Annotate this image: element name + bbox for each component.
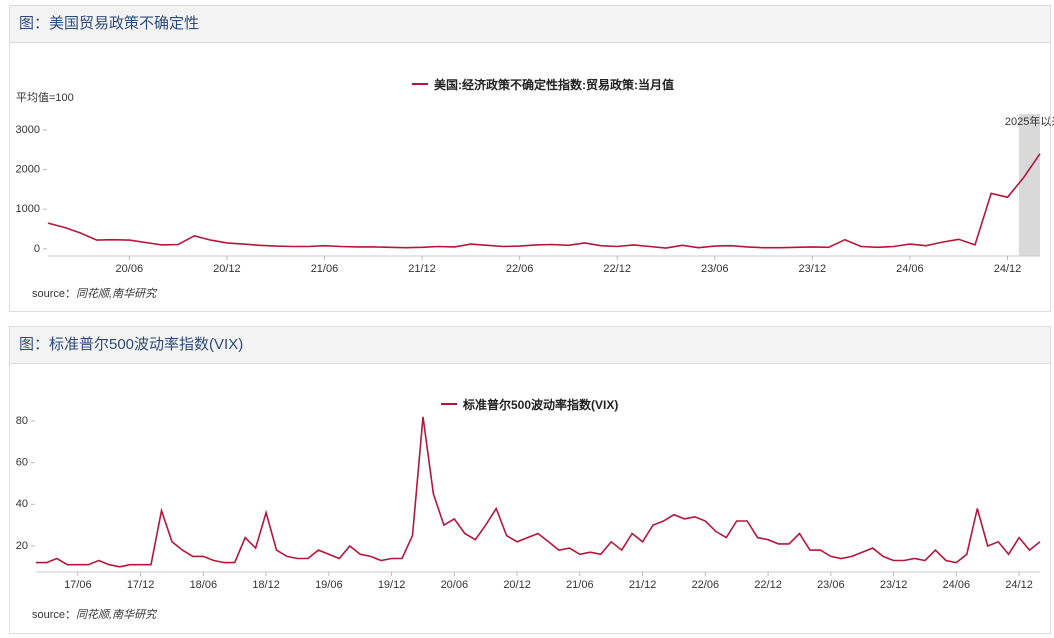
source-label: source： xyxy=(32,288,77,300)
x-tick-label: 24/06 xyxy=(896,263,924,275)
y-axis-label: 平均值=100 xyxy=(16,91,74,104)
x-tick-label: 22/06 xyxy=(692,579,720,591)
x-tick-label: 23/12 xyxy=(880,579,908,591)
source-label: source： xyxy=(32,609,77,621)
x-tick-label: 19/06 xyxy=(315,579,343,591)
y-tick-label: 40 xyxy=(16,498,28,510)
x-tick-label: 22/06 xyxy=(506,263,534,275)
y-tick-label: 2000 xyxy=(16,163,40,175)
source-text: 同花顺,南华研究 xyxy=(76,288,157,300)
panel-title: 图：标准普尔500波动率指数(VIX) xyxy=(10,327,1050,364)
x-tick-label: 17/06 xyxy=(64,579,92,591)
x-tick-label: 24/06 xyxy=(943,579,971,591)
y-tick-label: 60 xyxy=(16,457,28,469)
data-line xyxy=(36,416,1041,568)
legend-entry: 标准普尔500波动率指数(VIX) xyxy=(441,396,763,413)
y-tick-label: 3000 xyxy=(16,124,40,136)
panel-title: 图：美国贸易政策不确定性 xyxy=(10,6,1050,43)
x-tick-label: 18/12 xyxy=(252,579,280,591)
x-tick-label: 20/12 xyxy=(213,263,241,275)
x-tick-label: 23/06 xyxy=(817,579,845,591)
y-tick-label: 20 xyxy=(16,540,28,552)
x-tick-label: 20/06 xyxy=(441,579,469,591)
x-tick-label: 20/12 xyxy=(503,579,531,591)
x-tick-label: 18/06 xyxy=(190,579,218,591)
legend-label: 美国:经济政策不确定性指数:贸易政策:当月值 xyxy=(434,78,674,92)
x-tick-label: 21/06 xyxy=(311,263,339,275)
x-tick-label: 21/12 xyxy=(629,579,657,591)
x-tick-label: 24/12 xyxy=(994,263,1022,275)
y-tick-label: 0 xyxy=(34,243,40,255)
panel: 图：标准普尔500波动率指数(VIX) xyxy=(9,326,1051,634)
x-tick-label: 23/12 xyxy=(799,263,827,275)
annotation: 2025年以来 xyxy=(1005,114,1054,128)
y-tick-label: 1000 xyxy=(16,203,40,215)
source: source：同花顺,南华研究 xyxy=(32,285,156,301)
panel: 图：美国贸易政策不确定性 xyxy=(9,5,1051,312)
x-tick-label: 21/12 xyxy=(408,263,436,275)
legend-entry: 美国:经济政策不确定性指数:贸易政策:当月值 xyxy=(412,76,674,93)
x-tick-label: 22/12 xyxy=(754,579,782,591)
y-tick-label: 80 xyxy=(16,415,28,427)
legend-swatch xyxy=(412,83,428,85)
x-tick-label: 23/06 xyxy=(701,263,729,275)
x-tick-label: 24/12 xyxy=(1005,579,1033,591)
x-tick-label: 22/12 xyxy=(603,263,631,275)
legend-swatch xyxy=(441,403,457,405)
highlight-band xyxy=(1018,114,1040,256)
source-text: 同花顺,南华研究 xyxy=(76,609,157,621)
data-line xyxy=(47,153,1041,249)
x-tick-label: 17/12 xyxy=(127,579,155,591)
x-tick-label: 21/06 xyxy=(566,579,594,591)
legend-label: 标准普尔500波动率指数(VIX) xyxy=(463,398,619,412)
x-tick-label: 19/12 xyxy=(378,579,406,591)
x-tick-label: 20/06 xyxy=(116,263,144,275)
source: source：同花顺,南华研究 xyxy=(32,606,156,622)
